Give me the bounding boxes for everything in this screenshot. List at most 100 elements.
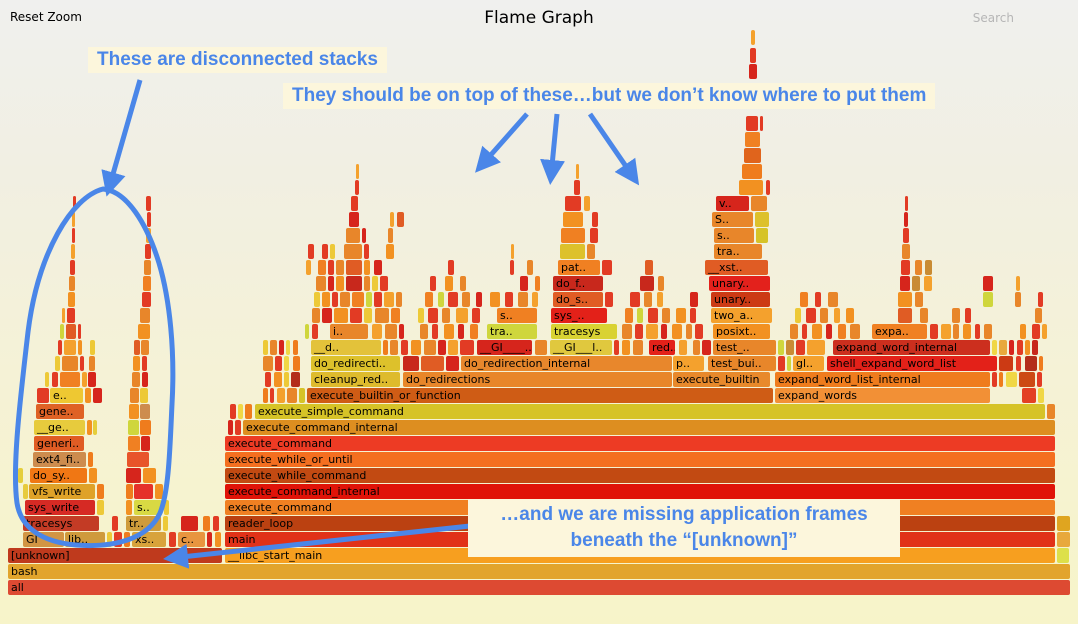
frame-bar[interactable] xyxy=(1017,340,1023,355)
frame-bar[interactable] xyxy=(144,260,151,275)
frame-bar[interactable] xyxy=(134,340,140,355)
frame-tra[interactable]: tra.. xyxy=(714,244,762,259)
frame-bar[interactable] xyxy=(37,388,49,403)
frame-bar[interactable] xyxy=(85,388,91,403)
frame-bar[interactable] xyxy=(70,260,75,275)
frame-bar[interactable] xyxy=(126,500,132,515)
frame-bar[interactable] xyxy=(635,324,643,339)
frame-bar[interactable] xyxy=(403,356,419,371)
frame-bash[interactable]: bash xyxy=(8,564,1070,579)
frame-bar[interactable] xyxy=(308,244,314,259)
frame-bar[interactable] xyxy=(778,340,784,355)
frame-bar[interactable] xyxy=(751,30,755,45)
frame-bar[interactable] xyxy=(1020,324,1026,339)
frame-bar[interactable] xyxy=(739,180,763,195)
frame-bar[interactable] xyxy=(328,276,334,291)
frame-bar[interactable] xyxy=(58,340,62,355)
frame-bar[interactable] xyxy=(390,340,398,355)
frame-bar[interactable] xyxy=(1057,516,1070,531)
frame-bar[interactable] xyxy=(346,276,362,291)
frame-bar[interactable] xyxy=(924,276,932,291)
frame-bar[interactable] xyxy=(532,292,538,307)
frame-bar[interactable] xyxy=(470,324,478,339)
frame-bar[interactable] xyxy=(147,212,151,227)
frame-bar[interactable] xyxy=(138,324,150,339)
frame-bar[interactable] xyxy=(362,228,366,243)
frame-execute_while_command[interactable]: execute_while_command xyxy=(225,468,1055,483)
frame-execute_while_or_until[interactable]: execute_while_or_until xyxy=(225,452,1055,467)
frame-bar[interactable] xyxy=(421,356,444,371)
frame-bar[interactable] xyxy=(270,388,274,403)
frame-bar[interactable] xyxy=(128,436,140,451)
frame-bar[interactable] xyxy=(1057,548,1069,563)
frame-bar[interactable] xyxy=(828,292,838,307)
frame-bar[interactable] xyxy=(820,308,828,323)
frame-bar[interactable] xyxy=(114,532,122,547)
frame-bar[interactable] xyxy=(1035,308,1042,323)
frame-bar[interactable] xyxy=(622,340,630,355)
frame-bar[interactable] xyxy=(134,484,153,499)
frame-bar[interactable] xyxy=(45,372,49,387)
frame-bar[interactable] xyxy=(460,276,466,291)
frame-bar[interactable] xyxy=(228,420,233,435)
frame-bar[interactable] xyxy=(274,372,282,387)
frame-bar[interactable] xyxy=(445,276,453,291)
frame-bar[interactable] xyxy=(55,356,60,371)
frame-bar[interactable] xyxy=(898,308,912,323)
frame-sys_[interactable]: sys_.. xyxy=(551,308,607,323)
frame-bar[interactable] xyxy=(796,340,805,355)
frame-bar[interactable] xyxy=(284,372,289,387)
frame-expand_word_internal[interactable]: expand_word_internal xyxy=(833,340,990,355)
frame-bar[interactable] xyxy=(751,196,767,211)
frame-bar[interactable] xyxy=(420,324,428,339)
frame-bar[interactable] xyxy=(915,260,922,275)
frame-bar[interactable] xyxy=(336,276,344,291)
frame-expand_word_list_internal[interactable]: expand_word_list_internal xyxy=(775,372,990,387)
frame-xs[interactable]: xs.. xyxy=(132,532,166,547)
frame-bar[interactable] xyxy=(560,244,585,259)
frame-bar[interactable] xyxy=(332,292,338,307)
frame-bar[interactable] xyxy=(89,468,97,483)
frame-bar[interactable] xyxy=(88,372,96,387)
frame-bar[interactable] xyxy=(181,516,198,531)
frame-bar[interactable] xyxy=(690,292,698,307)
frame-bar[interactable] xyxy=(614,340,619,355)
frame-bar[interactable] xyxy=(1039,356,1043,371)
frame-bar[interactable] xyxy=(992,340,997,355)
frame-bar[interactable] xyxy=(806,308,816,323)
frame-bar[interactable] xyxy=(322,292,330,307)
frame-bar[interactable] xyxy=(965,308,971,323)
frame-bar[interactable] xyxy=(458,324,464,339)
frame-bar[interactable] xyxy=(676,308,686,323)
frame-bar[interactable] xyxy=(1032,324,1040,339)
frame-bar[interactable] xyxy=(905,196,908,211)
frame-bar[interactable] xyxy=(140,388,148,403)
frame-bar[interactable] xyxy=(372,324,382,339)
frame-bar[interactable] xyxy=(657,292,663,307)
frame-bar[interactable] xyxy=(418,308,424,323)
frame-bar[interactable] xyxy=(146,196,151,211)
frame-bar[interactable] xyxy=(80,356,84,371)
frame-bar[interactable] xyxy=(900,276,910,291)
frame-bar[interactable] xyxy=(815,292,821,307)
frame-bar[interactable] xyxy=(142,292,151,307)
frame-bar[interactable] xyxy=(646,324,658,339)
frame-do_redirections[interactable]: do_redirections xyxy=(403,372,672,387)
frame-bar[interactable] xyxy=(661,324,667,339)
frame-bar[interactable] xyxy=(112,516,118,531)
frame-posixt[interactable]: posixt.. xyxy=(713,324,770,339)
frame-bar[interactable] xyxy=(975,324,980,339)
frame-bar[interactable] xyxy=(662,308,670,323)
frame-bar[interactable] xyxy=(640,276,654,291)
frame-bar[interactable] xyxy=(143,276,151,291)
frame-bar[interactable] xyxy=(67,308,75,323)
frame-bar[interactable] xyxy=(807,340,825,355)
frame-do_f[interactable]: do_f.. xyxy=(553,276,603,291)
frame-bar[interactable] xyxy=(760,116,763,131)
frame-bar[interactable] xyxy=(374,292,382,307)
frame-bar[interactable] xyxy=(846,308,854,323)
frame-s[interactable]: s.. xyxy=(497,308,537,323)
frame-bar[interactable] xyxy=(245,404,252,419)
frame-bar[interactable] xyxy=(364,308,372,323)
frame-bar[interactable] xyxy=(78,324,81,339)
